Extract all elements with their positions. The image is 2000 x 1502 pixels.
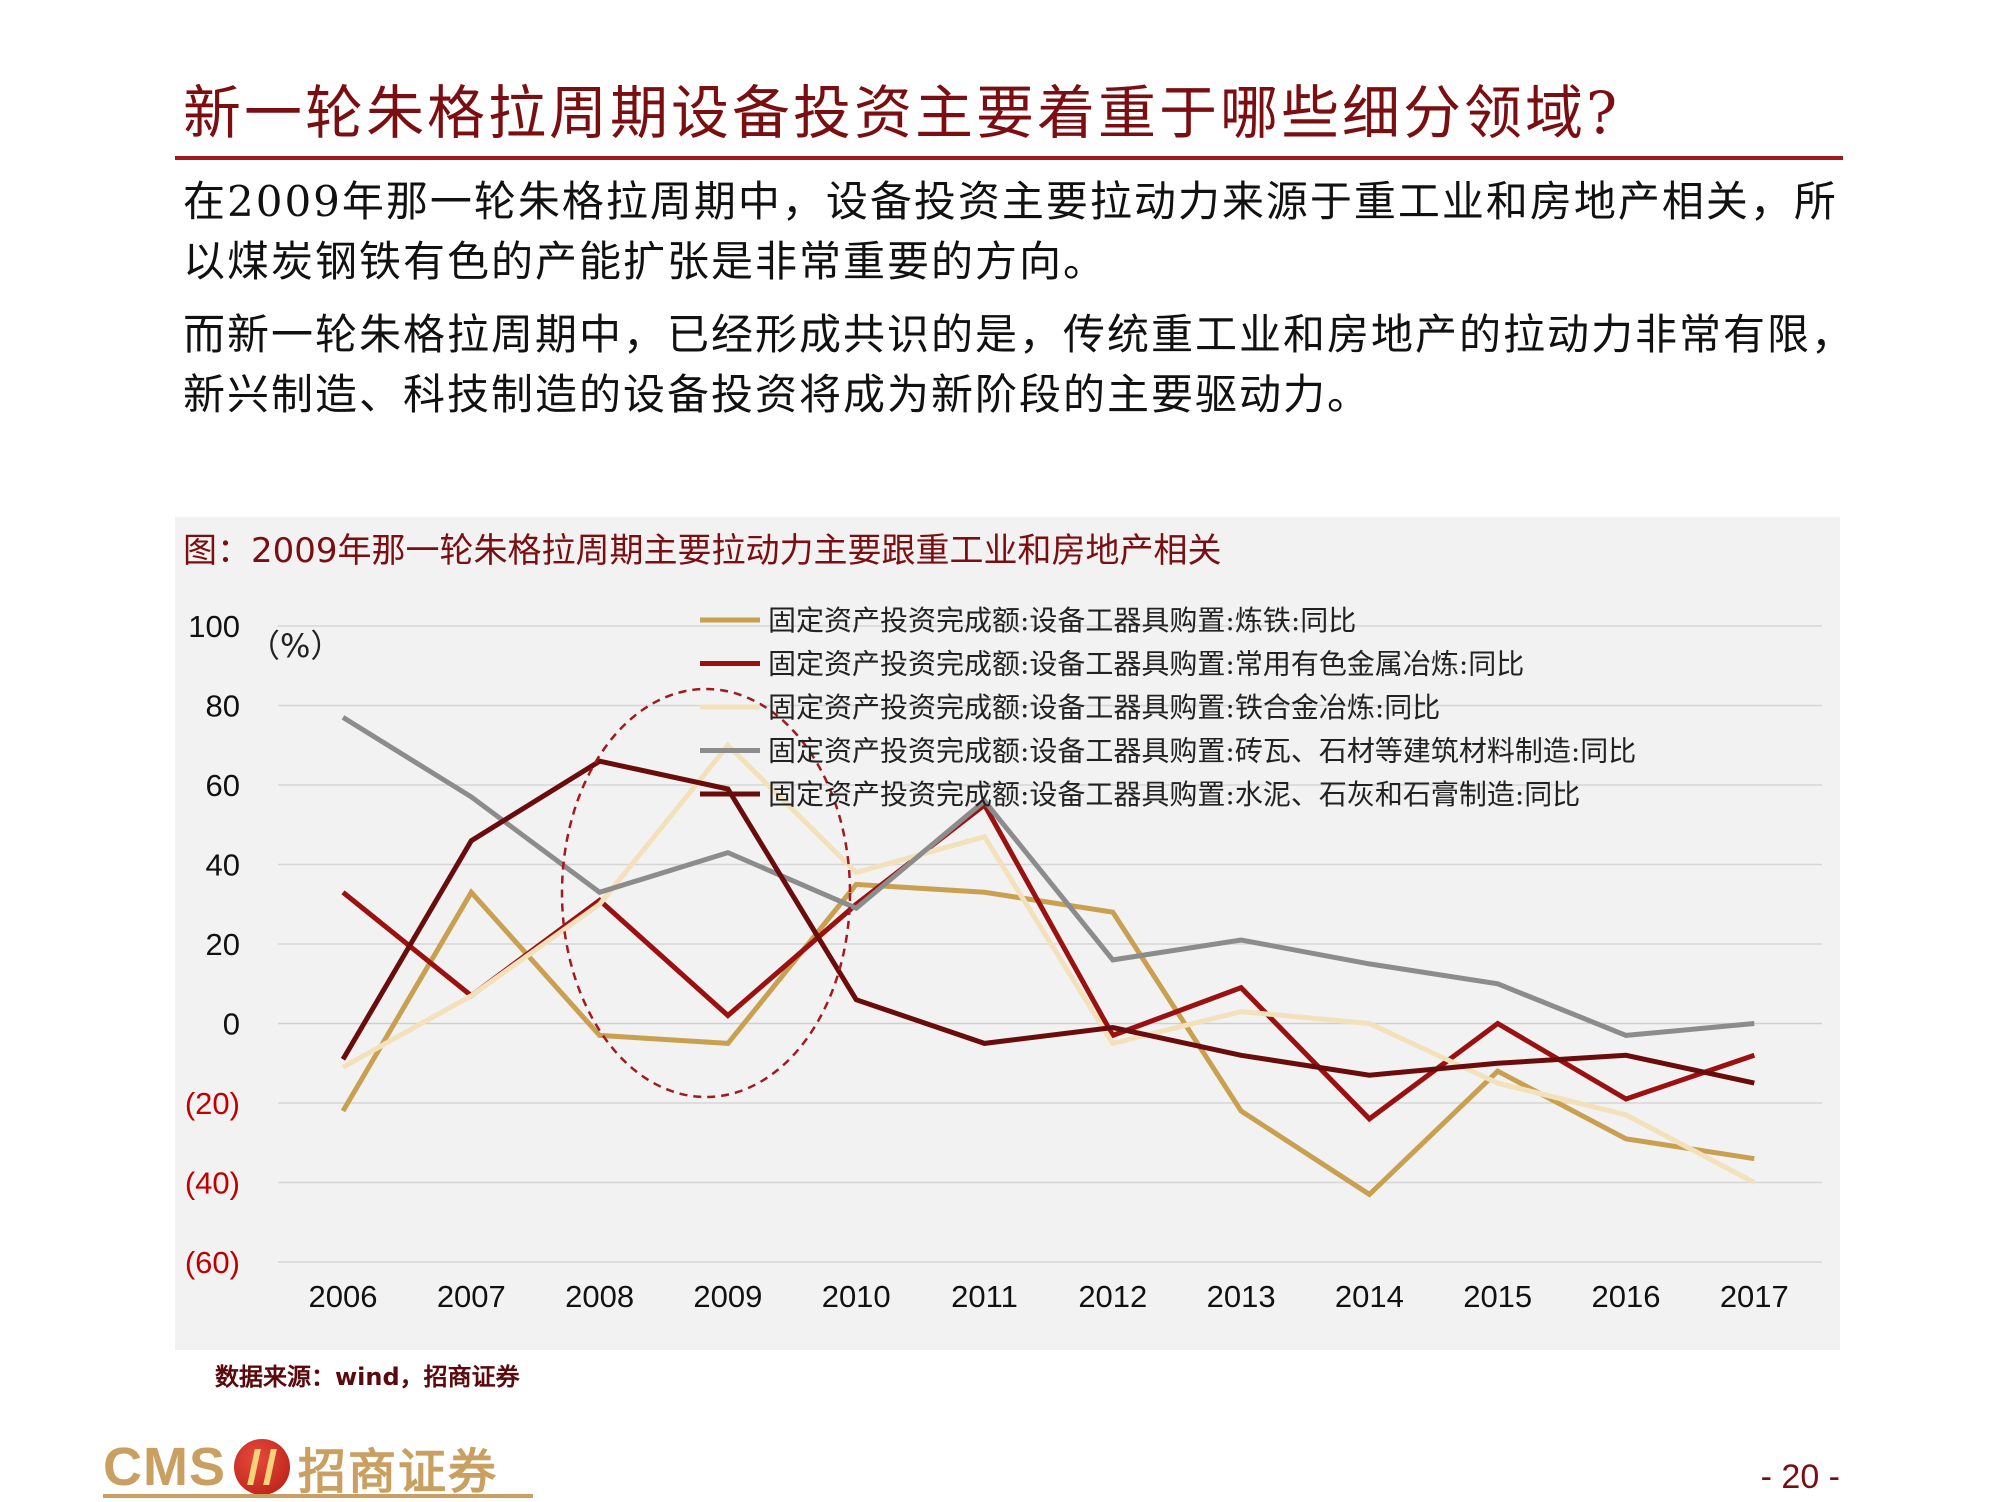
series-line-3	[341, 741, 1756, 1185]
y-tick-label: 60	[206, 768, 240, 803]
x-tick-label: 2008	[565, 1279, 634, 1314]
series-line-4	[341, 715, 1755, 1038]
y-axis-unit: （%）	[248, 627, 342, 665]
x-axis-ticks: 2006 2007 2008 2009 2010 2011 2012 2013 2014 2015…	[309, 1279, 1789, 1314]
series-lines	[340, 715, 1756, 1198]
company-logo: CMS 招商证券	[103, 1437, 498, 1500]
legend-label-1: 固定资产投资完成额:设备工器具购置:炼铁:同比	[768, 604, 1356, 637]
x-tick-label: 2010	[822, 1279, 891, 1314]
y-axis-ticks: 100 80 60 40 20 0 (20) (40) (60)	[185, 609, 240, 1280]
y-tick-label: 20	[206, 927, 240, 962]
highlight-ellipse	[560, 687, 852, 1099]
logo-underline	[103, 1494, 533, 1498]
x-tick-label: 2012	[1078, 1279, 1147, 1314]
logo-cms-text: CMS	[103, 1437, 226, 1497]
chart-panel	[175, 517, 1840, 1350]
page-number: - 20 -	[1760, 1458, 1840, 1496]
y-tick-label: (40)	[185, 1166, 240, 1201]
x-tick-label: 2016	[1592, 1279, 1661, 1314]
y-tick-label: 0	[223, 1007, 240, 1042]
legend-label-4: 固定资产投资完成额:设备工器具购置:砖瓦、石材等建筑材料制造:同比	[768, 735, 1636, 768]
x-tick-label: 2015	[1463, 1279, 1532, 1314]
paragraph-2009-cycle: 在2009年那一轮朱格拉周期中，设备投资主要拉动力来源于重工业和房地产相关，所以…	[183, 177, 1838, 286]
x-tick-label: 2006	[309, 1279, 378, 1314]
x-tick-label: 2017	[1720, 1279, 1789, 1314]
y-tick-label: 40	[206, 848, 240, 883]
x-tick-label: 2014	[1335, 1279, 1404, 1314]
y-tick-label: 80	[206, 689, 240, 724]
legend: 固定资产投资完成额:设备工器具购置:炼铁:同比固定资产投资完成额:设备工器具购置…	[700, 604, 1636, 811]
logo-company-name: 招商证券	[298, 1444, 499, 1500]
chart-title: 图：2009年那一轮朱格拉周期主要拉动力主要跟重工业和房地产相关	[183, 531, 1222, 571]
grid-lines	[278, 625, 1822, 1263]
y-tick-label: (60)	[185, 1245, 240, 1280]
legend-label-5: 固定资产投资完成额:设备工器具购置:水泥、石灰和石膏制造:同比	[768, 778, 1580, 811]
data-source: 数据来源：wind，招商证券	[215, 1363, 520, 1391]
legend-label-3: 固定资产投资完成额:设备工器具购置:铁合金冶炼:同比	[768, 691, 1440, 724]
x-tick-label: 2009	[693, 1279, 762, 1314]
logo-badge-icon	[234, 1439, 290, 1495]
series-line-2	[341, 801, 1756, 1123]
series-line-1	[340, 881, 1755, 1198]
title-divider	[175, 156, 1843, 160]
y-tick-label: (20)	[185, 1086, 240, 1121]
y-tick-label: 100	[188, 609, 240, 644]
page-title: 新一轮朱格拉周期设备投资主要着重于哪些细分领域?	[183, 79, 1621, 147]
legend-label-2: 固定资产投资完成额:设备工器具购置:常用有色金属冶炼:同比	[768, 648, 1524, 681]
x-tick-label: 2013	[1207, 1279, 1276, 1314]
x-tick-label: 2007	[437, 1279, 506, 1314]
series-line-5	[340, 758, 1755, 1086]
x-tick-label: 2011	[951, 1279, 1018, 1314]
paragraph-new-cycle: 而新一轮朱格拉周期中，已经形成共识的是，传统重工业和房地产的拉动力非常有限，新兴…	[183, 310, 1856, 419]
